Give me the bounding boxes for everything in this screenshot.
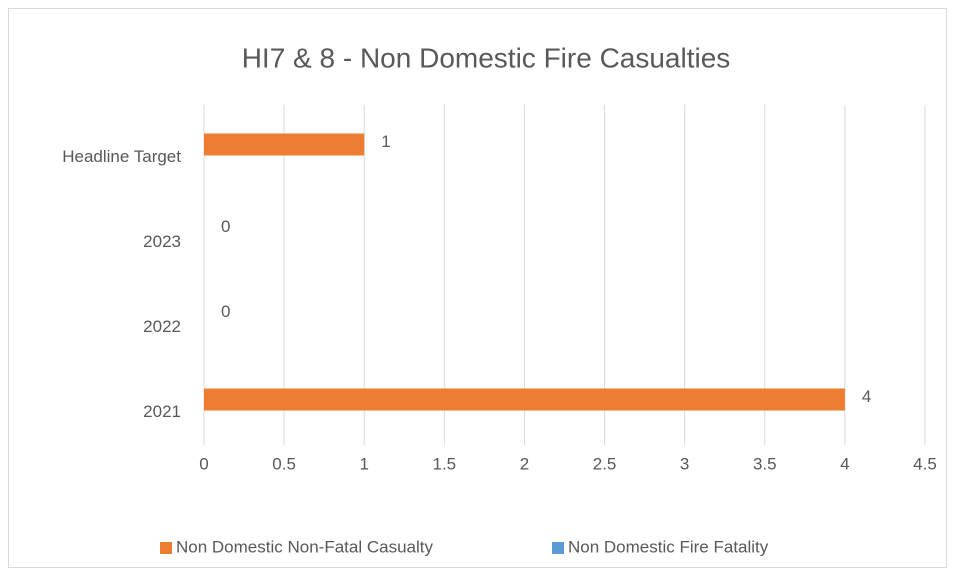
x-tick-label: 4	[840, 454, 849, 473]
legend-label: Non Domestic Fire Fatality	[568, 537, 769, 556]
legend-label: Non Domestic Non-Fatal Casualty	[176, 537, 433, 556]
x-tick-label: 1	[359, 454, 368, 473]
chart-frame	[8, 8, 947, 568]
y-tick-label: 2022	[143, 317, 181, 336]
legend-swatch	[160, 542, 172, 554]
data-label: 0	[221, 217, 230, 236]
x-tick-label: 1.5	[433, 454, 457, 473]
chart-title: HI7 & 8 - Non Domestic Fire Casualties	[242, 42, 731, 73]
x-tick-label: 4.5	[913, 454, 937, 473]
y-tick-label: Headline Target	[62, 147, 181, 166]
y-tick-label: 2023	[143, 232, 181, 251]
data-label: 4	[862, 387, 871, 406]
x-tick-label: 0	[199, 454, 208, 473]
x-tick-label: 2	[520, 454, 529, 473]
data-label: 0	[221, 302, 230, 321]
x-tick-label: 2.5	[593, 454, 617, 473]
legend-swatch	[552, 542, 564, 554]
bar	[204, 133, 365, 156]
x-tick-label: 3.5	[753, 454, 777, 473]
x-tick-label: 3	[680, 454, 689, 473]
data-label: 1	[381, 132, 390, 151]
x-tick-label: 0.5	[272, 454, 296, 473]
bar	[204, 388, 845, 411]
y-tick-label: 2021	[143, 402, 181, 421]
